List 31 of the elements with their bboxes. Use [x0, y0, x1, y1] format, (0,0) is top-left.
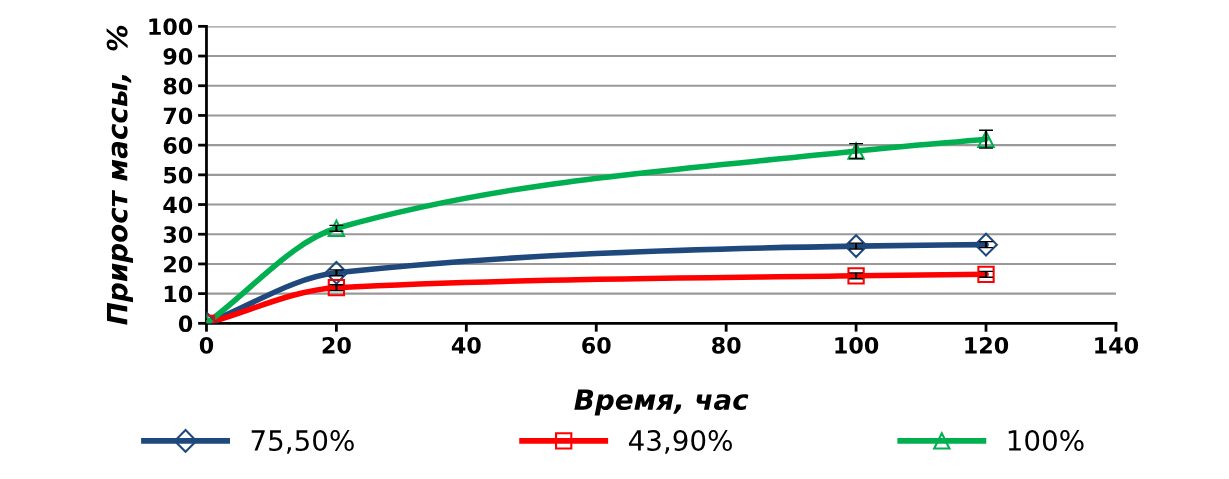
- y-tick-label: 10: [164, 285, 193, 303]
- y-tick-label: 70: [163, 107, 193, 125]
- y-tick-label: 60: [163, 137, 193, 154]
- point: [324, 261, 349, 285]
- point: [327, 219, 346, 237]
- legend-label: 43,90%: [628, 430, 732, 454]
- point: [327, 279, 346, 297]
- legend-label: 75,50%: [251, 430, 354, 454]
- y-tick-label: 50: [164, 166, 193, 184]
- point: [844, 234, 868, 258]
- y-axis-title: Прирост массы, %: [106, 25, 133, 325]
- x-tick-label: 40: [451, 336, 481, 354]
- legend-label: 100%: [1008, 430, 1084, 452]
- x-tick-label: 100: [835, 336, 879, 354]
- x-axis-title: Время, час: [574, 389, 749, 416]
- y-tick-label: 80: [163, 77, 193, 95]
- point: [977, 265, 995, 283]
- y-tick-label: 40: [163, 196, 193, 214]
- y-tick-label: 30: [163, 226, 193, 243]
- x-tick-label: 140: [1095, 336, 1139, 354]
- x-tick-label: 80: [712, 336, 741, 354]
- y-tick-label: 90: [163, 47, 193, 65]
- x-tick-label: 20: [322, 336, 351, 354]
- y-tick-label: 100: [149, 18, 193, 36]
- point: [847, 267, 865, 285]
- x-tick-label: 60: [582, 336, 611, 354]
- point: [974, 232, 998, 257]
- y-tick-label: 0: [178, 315, 193, 333]
- x-tick-label: 120: [965, 336, 1009, 354]
- x-tick-label: 0: [199, 336, 214, 354]
- y-tick-label: 20: [164, 255, 193, 273]
